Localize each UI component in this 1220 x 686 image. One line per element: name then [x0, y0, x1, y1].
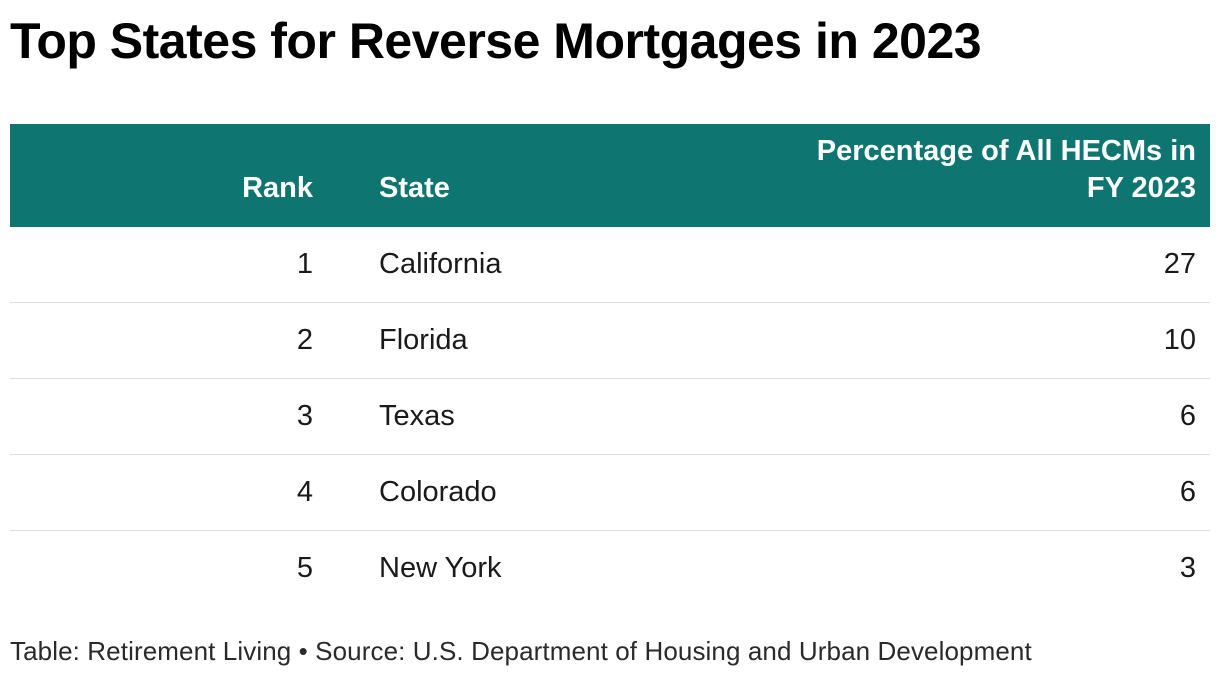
cell-state: California [313, 226, 764, 303]
table-row: 1 California 27 [10, 226, 1210, 303]
footer-credit: Table: Retirement Living • Source: U.S. … [10, 635, 1032, 666]
page-container: Top States for Reverse Mortgages in 2023… [10, 13, 1210, 666]
column-header-state: State [313, 123, 764, 227]
page-title: Top States for Reverse Mortgages in 2023 [10, 13, 982, 69]
column-header-rank: Rank [10, 123, 313, 227]
table-row: 5 New York 3 [10, 530, 1210, 607]
cell-rank: 5 [10, 530, 313, 607]
cell-state: Colorado [313, 454, 764, 531]
cell-rank: 3 [10, 378, 313, 455]
cell-pct: 3 [764, 530, 1210, 607]
table-header: Rank State Percentage of All HECMs in FY… [10, 123, 1210, 227]
table-row: 3 Texas 6 [10, 378, 1210, 455]
cell-rank: 1 [10, 226, 313, 303]
table-body: 1 California 27 2 Florida 10 3 Texas 6 4 Colorado 6… [10, 226, 1210, 607]
table-header-row: Rank State Percentage of All HECMs in FY… [10, 123, 1210, 227]
cell-rank: 4 [10, 454, 313, 531]
cell-pct: 10 [764, 302, 1210, 379]
cell-state: Florida [313, 302, 764, 379]
cell-rank: 2 [10, 302, 313, 379]
cell-pct: 6 [764, 454, 1210, 531]
table-row: 4 Colorado 6 [10, 454, 1210, 531]
cell-pct: 6 [764, 378, 1210, 455]
data-table: Rank State Percentage of All HECMs in FY… [10, 123, 1210, 607]
cell-state: New York [313, 530, 764, 607]
column-header-percentage: Percentage of All HECMs in FY 2023 [764, 123, 1210, 227]
cell-state: Texas [313, 378, 764, 455]
cell-pct: 27 [764, 226, 1210, 303]
table-row: 2 Florida 10 [10, 302, 1210, 379]
